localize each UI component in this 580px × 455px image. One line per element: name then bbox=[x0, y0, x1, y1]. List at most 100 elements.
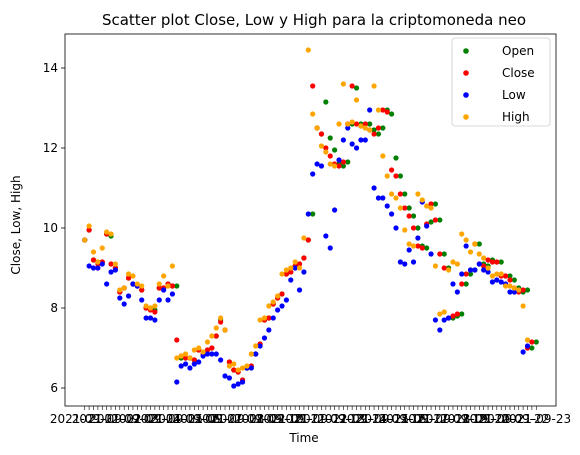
point-high bbox=[442, 309, 447, 314]
point-close bbox=[350, 83, 355, 88]
legend: OpenCloseLowHigh bbox=[452, 38, 550, 126]
legend-entry: High bbox=[502, 110, 530, 124]
point-high bbox=[214, 325, 219, 330]
point-high bbox=[218, 315, 223, 320]
point-high bbox=[455, 261, 460, 266]
x-axis-label: Time bbox=[288, 431, 318, 445]
point-high bbox=[354, 97, 359, 102]
point-high bbox=[108, 231, 113, 236]
point-high bbox=[275, 293, 280, 298]
point-low bbox=[385, 203, 390, 208]
point-high bbox=[477, 251, 482, 256]
x-axis: 2021-09-012021-09-022021-09-032021-09-04… bbox=[50, 406, 571, 426]
point-high bbox=[157, 281, 162, 286]
point-high bbox=[398, 205, 403, 210]
point-high bbox=[485, 265, 490, 270]
point-close bbox=[389, 167, 394, 172]
point-high bbox=[279, 271, 284, 276]
point-high bbox=[314, 125, 319, 130]
point-high bbox=[464, 237, 469, 242]
point-low bbox=[157, 297, 162, 302]
point-high bbox=[113, 261, 118, 266]
point-close bbox=[301, 255, 306, 260]
point-low bbox=[472, 267, 477, 272]
point-high bbox=[244, 363, 249, 368]
point-high bbox=[209, 333, 214, 338]
point-low bbox=[402, 261, 407, 266]
point-low bbox=[301, 269, 306, 274]
point-low bbox=[393, 225, 398, 230]
point-high bbox=[297, 265, 302, 270]
point-low bbox=[271, 315, 276, 320]
point-close bbox=[398, 191, 403, 196]
point-low bbox=[354, 145, 359, 150]
point-close bbox=[385, 109, 390, 114]
point-low bbox=[165, 297, 170, 302]
point-low bbox=[380, 195, 385, 200]
point-close bbox=[407, 213, 412, 218]
legend-entry: Close bbox=[502, 66, 535, 80]
point-high bbox=[323, 149, 328, 154]
point-close bbox=[433, 217, 438, 222]
y-tick-label: 10 bbox=[43, 221, 58, 235]
point-high bbox=[139, 283, 144, 288]
point-open bbox=[393, 155, 398, 160]
y-axis: 68101214 bbox=[43, 61, 65, 395]
point-low bbox=[284, 297, 289, 302]
point-low bbox=[328, 245, 333, 250]
y-tick-label: 12 bbox=[43, 141, 58, 155]
point-low bbox=[275, 307, 280, 312]
point-high bbox=[415, 191, 420, 196]
point-close bbox=[455, 311, 460, 316]
point-high bbox=[165, 283, 170, 288]
point-low bbox=[310, 171, 315, 176]
point-high bbox=[468, 249, 473, 254]
point-high bbox=[472, 241, 477, 246]
point-high bbox=[262, 315, 267, 320]
point-high bbox=[393, 195, 398, 200]
point-close bbox=[437, 251, 442, 256]
point-low bbox=[279, 303, 284, 308]
point-low bbox=[371, 185, 376, 190]
point-low bbox=[214, 351, 219, 356]
point-low bbox=[170, 291, 175, 296]
point-low bbox=[332, 207, 337, 212]
point-high bbox=[306, 47, 311, 52]
point-high bbox=[367, 127, 372, 132]
point-high bbox=[288, 265, 293, 270]
point-low bbox=[521, 349, 526, 354]
y-tick-label: 6 bbox=[50, 381, 58, 395]
point-low bbox=[117, 295, 122, 300]
legend-entry: Open bbox=[502, 44, 534, 58]
point-open bbox=[323, 99, 328, 104]
point-low bbox=[183, 361, 188, 366]
point-high bbox=[196, 345, 201, 350]
point-close bbox=[507, 277, 512, 282]
point-high bbox=[249, 351, 254, 356]
point-low bbox=[350, 141, 355, 146]
point-high bbox=[310, 111, 315, 116]
point-low bbox=[437, 327, 442, 332]
point-close bbox=[319, 131, 324, 136]
point-low bbox=[139, 297, 144, 302]
point-low bbox=[104, 281, 109, 286]
point-high bbox=[341, 81, 346, 86]
point-low bbox=[389, 211, 394, 216]
x-tick-label: 2021-09-23 bbox=[501, 412, 571, 426]
point-low bbox=[218, 357, 223, 362]
point-high bbox=[301, 235, 306, 240]
point-close bbox=[420, 245, 425, 250]
point-low bbox=[433, 317, 438, 322]
point-high bbox=[183, 351, 188, 356]
point-low bbox=[336, 157, 341, 162]
point-low bbox=[455, 289, 460, 294]
point-high bbox=[459, 231, 464, 236]
point-high bbox=[376, 107, 381, 112]
point-high bbox=[402, 227, 407, 232]
point-close bbox=[209, 345, 214, 350]
point-low bbox=[196, 359, 201, 364]
point-high bbox=[271, 299, 276, 304]
point-high bbox=[122, 285, 127, 290]
series-low bbox=[82, 107, 530, 388]
point-low bbox=[297, 287, 302, 292]
